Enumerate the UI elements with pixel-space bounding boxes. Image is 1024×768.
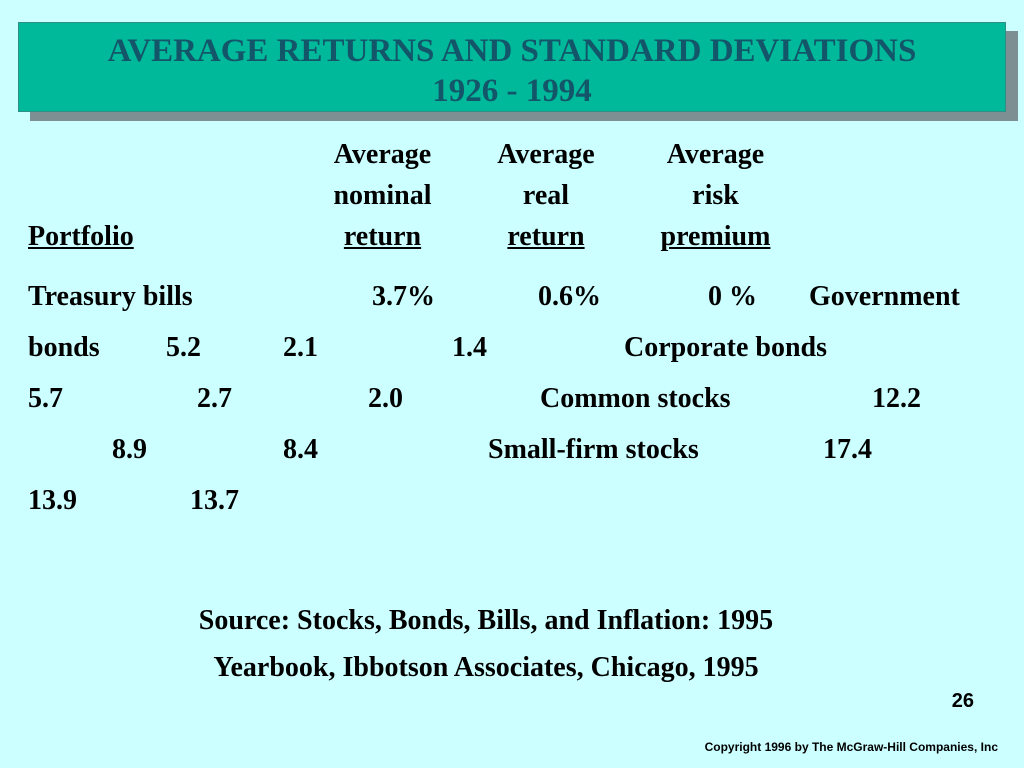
body-text: 2.7 — [197, 383, 232, 414]
body-text: 13.7 — [190, 485, 239, 516]
body-text: 3.7% — [372, 281, 435, 312]
body-text: 2.1 — [283, 332, 318, 363]
source-line-1: Source: Stocks, Bonds, Bills, and Inflat… — [198, 605, 774, 636]
slide-title-box: AVERAGE RETURNS AND STANDARD DEVIATIONS … — [18, 22, 1006, 112]
header-nominal-line2: nominal — [333, 180, 432, 211]
body-text: 17.4 — [823, 434, 872, 465]
copyright-notice: Copyright 1996 by The McGraw-Hill Compan… — [704, 740, 998, 754]
header-risk-line3: premium — [660, 221, 771, 252]
body-text: Corporate bonds — [624, 332, 828, 363]
body-text: 1.4 — [452, 332, 487, 363]
source-line-2: Yearbook, Ibbotson Associates, Chicago, … — [213, 652, 759, 683]
header-real-line1: Average — [497, 139, 595, 170]
body-text: 5.7 — [28, 383, 63, 414]
body-text: Small-firm stocks — [488, 434, 699, 465]
body-text: 8.4 — [283, 434, 318, 465]
body-text: bonds — [28, 332, 100, 363]
body-text: 12.2 — [872, 383, 921, 414]
body-text: Common stocks — [540, 383, 731, 414]
body-text: 8.9 — [112, 434, 147, 465]
header-risk-line2: risk — [692, 180, 739, 211]
body-text: Government — [809, 281, 960, 312]
body-text: 0 % — [708, 281, 757, 312]
body-text: Treasury bills — [28, 281, 193, 312]
body-text: 5.2 — [166, 332, 201, 363]
header-portfolio: Portfolio — [28, 221, 134, 252]
header-risk-line1: Average — [666, 139, 765, 170]
header-nominal-line3: return — [343, 221, 422, 252]
slide-subtitle-years: 1926 - 1994 — [432, 73, 592, 109]
body-text: 0.6% — [538, 281, 601, 312]
header-nominal-line1: Average — [333, 139, 432, 170]
page-number: 26 — [951, 690, 974, 712]
header-real-line3: return — [507, 221, 585, 252]
slide-title: AVERAGE RETURNS AND STANDARD DEVIATIONS — [107, 33, 917, 69]
body-text: 2.0 — [368, 383, 403, 414]
header-real-line2: real — [522, 180, 570, 211]
body-text: 13.9 — [28, 485, 77, 516]
